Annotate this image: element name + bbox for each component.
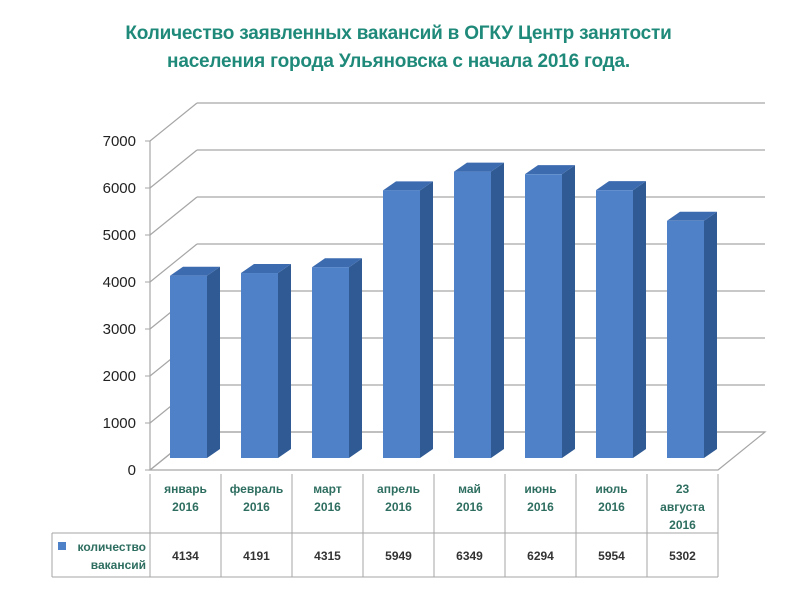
bar-7 xyxy=(596,190,633,459)
bar-4 xyxy=(383,190,420,458)
category-label: 2016 xyxy=(527,500,554,514)
bar-top-face xyxy=(525,165,575,175)
category-label: 2016 xyxy=(172,500,199,514)
category-label: март xyxy=(313,482,342,496)
side-wall-gridline xyxy=(149,102,198,142)
category-label: 23 xyxy=(676,482,690,496)
side-wall-gridline xyxy=(149,196,198,236)
category-label: 2016 xyxy=(669,518,696,532)
bar-side-face xyxy=(562,165,575,458)
legend-label: количество xyxy=(78,540,146,554)
bar-side-face xyxy=(207,266,220,458)
category-label: 2016 xyxy=(243,500,270,514)
chart-title: Количество заявленных вакансий в ОГКУ Це… xyxy=(0,20,797,76)
data-value: 5949 xyxy=(385,549,412,563)
bar-2 xyxy=(241,273,278,458)
data-value: 5302 xyxy=(669,549,696,563)
y-tick-label: 4000 xyxy=(103,274,136,291)
bar-side-face xyxy=(633,181,646,459)
chart-title-line-2: населения города Ульяновска с начала 201… xyxy=(167,51,630,72)
bar-side-face xyxy=(704,211,717,458)
bar-top-face xyxy=(241,264,291,274)
bar-6 xyxy=(525,174,562,458)
category-label: февраль xyxy=(230,482,283,496)
chart-title-line-1: Количество заявленных вакансий в ОГКУ Це… xyxy=(125,23,672,44)
bar-3 xyxy=(312,267,349,458)
category-label: июнь xyxy=(524,482,556,496)
bar-side-face xyxy=(349,258,362,458)
category-label: 2016 xyxy=(314,500,341,514)
bar-1 xyxy=(170,275,207,458)
bar-top-face xyxy=(596,181,646,191)
category-label: апрель xyxy=(377,482,420,496)
category-label: 2016 xyxy=(456,500,483,514)
legend-swatch xyxy=(58,542,66,550)
side-wall-gridline xyxy=(149,149,198,189)
category-label: январь xyxy=(164,482,207,496)
category-label: июль xyxy=(595,482,627,496)
y-tick-label: 6000 xyxy=(103,180,136,197)
data-value: 4134 xyxy=(172,549,199,563)
bar-top-face xyxy=(170,266,220,276)
bar-top-face xyxy=(667,211,717,221)
category-label: 2016 xyxy=(598,500,625,514)
category-label: 2016 xyxy=(385,500,412,514)
bar-8 xyxy=(667,220,704,458)
bar-side-face xyxy=(491,162,504,459)
bar-side-face xyxy=(420,181,433,458)
y-tick-label: 3000 xyxy=(103,321,136,338)
data-value: 4315 xyxy=(314,549,341,563)
bar-top-face xyxy=(454,162,504,172)
y-tick-label: 2000 xyxy=(103,368,136,385)
category-label: май xyxy=(458,482,481,496)
data-value: 5954 xyxy=(598,549,625,563)
bar-5 xyxy=(454,171,491,459)
y-tick-label: 5000 xyxy=(103,227,136,244)
bar-top-face xyxy=(383,181,433,191)
bar-side-face xyxy=(278,264,291,458)
data-value: 6294 xyxy=(527,549,554,563)
bar-top-face xyxy=(312,258,362,268)
legend-label: вакансий xyxy=(91,558,146,572)
y-tick-label: 7000 xyxy=(103,133,136,150)
y-tick-label: 0 xyxy=(128,462,136,479)
data-value: 4191 xyxy=(243,549,270,563)
y-tick-label: 1000 xyxy=(103,415,136,432)
data-value: 6349 xyxy=(456,549,483,563)
category-label: августа xyxy=(660,500,705,514)
side-wall-gridline xyxy=(149,243,198,283)
